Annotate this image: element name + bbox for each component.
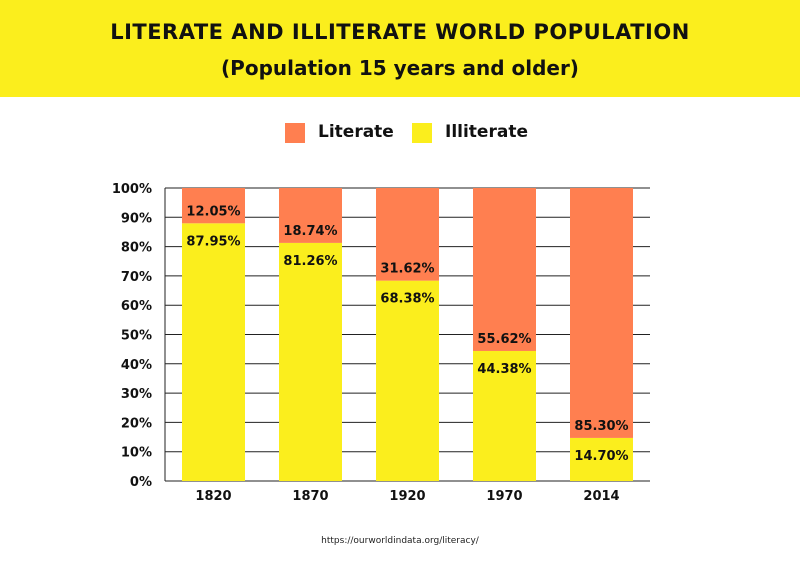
x-tick-label: 2014 bbox=[583, 489, 619, 504]
y-tick-label: 20% bbox=[121, 416, 152, 431]
y-tick-label: 50% bbox=[121, 329, 152, 344]
data-label-illiterate: 44.38% bbox=[477, 362, 531, 377]
title-banner bbox=[0, 0, 800, 97]
bar-illiterate bbox=[182, 223, 245, 481]
bar-literate bbox=[279, 188, 342, 243]
legend: Literate Illiterate bbox=[0, 121, 800, 145]
data-label-illiterate: 87.95% bbox=[186, 234, 240, 249]
data-label-illiterate: 81.26% bbox=[283, 254, 337, 269]
y-tick-label: 60% bbox=[121, 299, 152, 314]
data-label-literate: 31.62% bbox=[380, 262, 434, 277]
y-tick-label: 90% bbox=[121, 211, 152, 226]
legend-label-illiterate: Illiterate bbox=[445, 122, 528, 142]
bar-illiterate bbox=[473, 350, 536, 481]
legend-label-literate: Literate bbox=[318, 122, 394, 142]
y-tick-label: 40% bbox=[121, 358, 152, 373]
bar-literate bbox=[570, 188, 633, 438]
bar-literate bbox=[376, 188, 439, 281]
y-tick-label: 100% bbox=[112, 182, 152, 197]
data-label-literate: 55.62% bbox=[477, 332, 531, 347]
bar-illiterate bbox=[570, 437, 633, 481]
bar-literate bbox=[473, 188, 536, 351]
x-tick-label: 1920 bbox=[389, 489, 425, 504]
x-tick-label: 1970 bbox=[486, 489, 522, 504]
x-tick-label: 1820 bbox=[195, 489, 231, 504]
chart-subtitle: (Population 15 years and older) bbox=[221, 56, 579, 80]
chart-title: LITERATE AND ILLITERATE WORLD POPULATION bbox=[110, 20, 690, 44]
legend-swatch-illiterate bbox=[412, 123, 432, 143]
bar-illiterate bbox=[279, 242, 342, 481]
data-label-literate: 85.30% bbox=[574, 419, 628, 434]
x-tick-label: 1870 bbox=[292, 489, 328, 504]
source-url: https://ourworldindata.org/literacy/ bbox=[321, 536, 479, 546]
y-tick-label: 30% bbox=[121, 387, 152, 402]
data-label-illiterate: 14.70% bbox=[574, 449, 628, 464]
data-label-literate: 18.74% bbox=[283, 224, 337, 239]
y-tick-label: 70% bbox=[121, 270, 152, 285]
y-tick-label: 0% bbox=[130, 475, 152, 490]
data-label-literate: 12.05% bbox=[186, 204, 240, 219]
y-tick-label: 10% bbox=[121, 446, 152, 461]
bar-literate bbox=[182, 188, 245, 224]
y-tick-label: 80% bbox=[121, 241, 152, 256]
data-label-illiterate: 68.38% bbox=[380, 292, 434, 307]
bar-illiterate bbox=[376, 280, 439, 481]
legend-swatch-literate bbox=[285, 123, 305, 143]
